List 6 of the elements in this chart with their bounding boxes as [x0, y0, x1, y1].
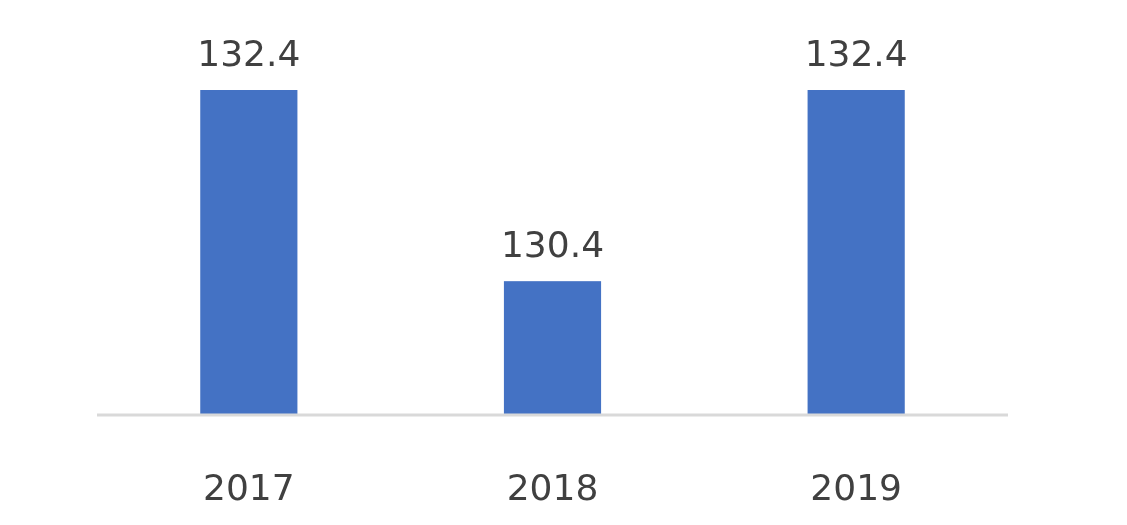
- data-label: 130.4: [500, 224, 605, 266]
- data-label: 132.4: [197, 33, 301, 74]
- data-label: 132.4: [804, 33, 908, 74]
- x-tick-label: 2018: [506, 467, 599, 508]
- x-tick-label: 2017: [203, 467, 295, 508]
- x-tick-label: 2019: [810, 467, 902, 508]
